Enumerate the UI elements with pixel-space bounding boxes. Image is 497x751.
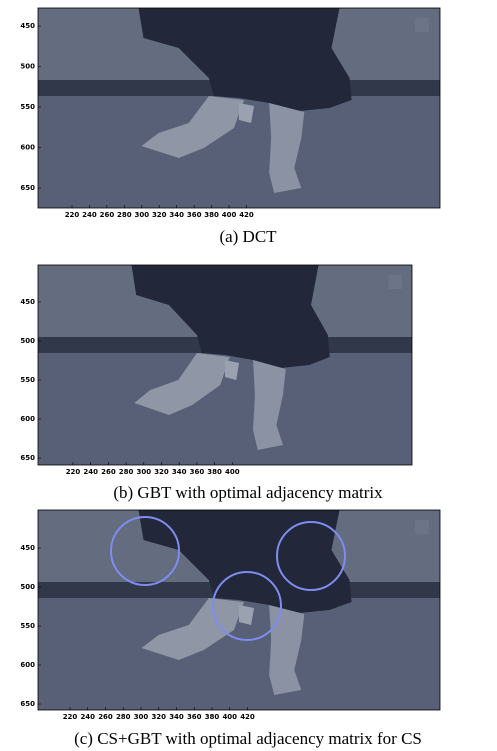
x-tick-label: 400 (222, 211, 237, 219)
x-tick-label: 280 (117, 211, 132, 219)
x-tick-label: 380 (207, 468, 222, 476)
x-tick-label: 380 (205, 713, 220, 721)
x-tick-label: 400 (222, 713, 237, 721)
caption: (a) DCT (219, 227, 277, 246)
x-tick-label: 340 (172, 468, 187, 476)
x-tick-label: 340 (169, 211, 184, 219)
y-tick-label: 500 (20, 63, 35, 71)
x-tick-label: 280 (116, 713, 131, 721)
x-tick-label: 220 (65, 211, 80, 219)
image (38, 510, 440, 710)
y-tick-label: 500 (20, 583, 35, 591)
x-tick-label: 400 (225, 468, 240, 476)
x-tick-label: 260 (100, 211, 115, 219)
y-tick-label: 650 (20, 454, 35, 462)
x-tick-label: 220 (63, 713, 78, 721)
x-tick-label: 260 (101, 468, 116, 476)
image (38, 8, 440, 208)
y-tick-label: 650 (20, 700, 35, 708)
x-tick-label: 320 (154, 468, 169, 476)
x-tick-label: 240 (83, 468, 98, 476)
y-tick-label: 500 (20, 337, 35, 345)
y-tick-label: 600 (20, 661, 35, 669)
y-tick-label: 550 (20, 376, 35, 384)
y-tick-label: 600 (20, 144, 35, 152)
caption: (b) GBT with optimal adjacency matrix (113, 483, 383, 502)
y-tick-label: 650 (20, 184, 35, 192)
x-tick-label: 220 (66, 468, 81, 476)
x-tick-label: 240 (82, 211, 97, 219)
y-tick-label: 550 (20, 622, 35, 630)
y-tick-label: 600 (20, 415, 35, 423)
x-tick-label: 300 (134, 211, 149, 219)
x-tick-label: 420 (239, 211, 254, 219)
y-tick-label: 450 (20, 544, 35, 552)
x-tick-label: 360 (190, 468, 205, 476)
x-tick-label: 360 (187, 211, 202, 219)
caption: (c) CS+GBT with optimal adjacency matrix… (74, 729, 422, 748)
x-tick-label: 240 (80, 713, 95, 721)
x-tick-label: 280 (119, 468, 134, 476)
image (38, 265, 412, 465)
x-tick-label: 420 (240, 713, 255, 721)
x-tick-label: 260 (98, 713, 113, 721)
x-tick-label: 300 (134, 713, 149, 721)
x-tick-label: 300 (136, 468, 151, 476)
x-tick-label: 320 (152, 211, 167, 219)
x-tick-label: 360 (187, 713, 202, 721)
figure: 2202402602803003203403603804004204505005… (0, 0, 497, 751)
x-tick-label: 380 (204, 211, 219, 219)
x-tick-label: 340 (169, 713, 184, 721)
y-tick-label: 450 (20, 22, 35, 30)
y-tick-label: 450 (20, 298, 35, 306)
y-tick-label: 550 (20, 103, 35, 111)
x-tick-label: 320 (151, 713, 166, 721)
